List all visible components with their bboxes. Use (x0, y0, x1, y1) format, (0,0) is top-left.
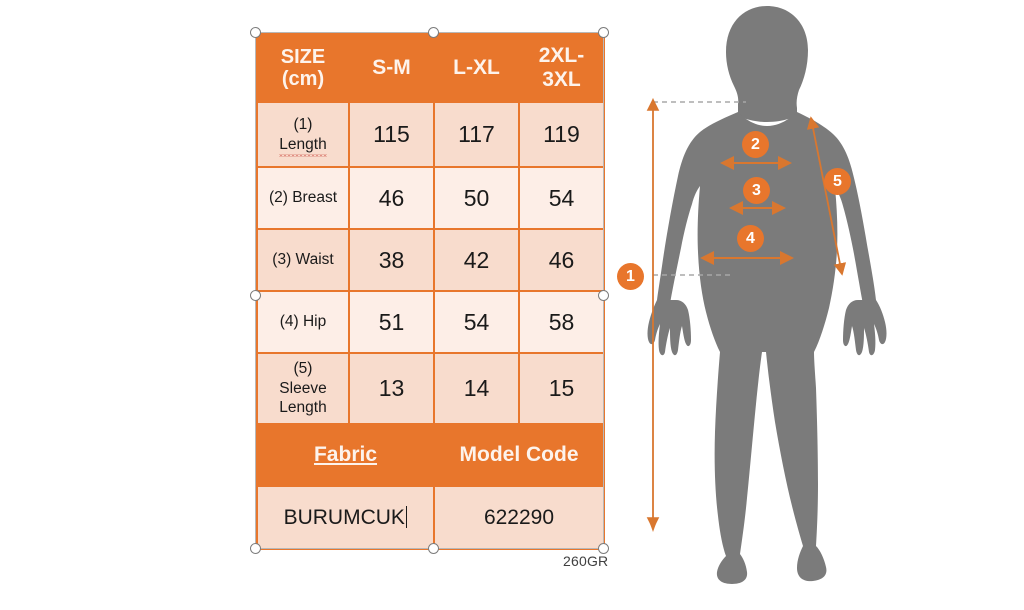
cell-hip-l-xl: 54 (433, 290, 520, 354)
selection-handle-middle-left[interactable] (250, 290, 261, 301)
header-cell-2xl-3xl: 2XL- 3XL (518, 33, 605, 103)
cell-hip-s-m: 51 (348, 290, 435, 354)
row5-label-line1: (5) (293, 360, 313, 378)
selection-handle-top-right[interactable] (598, 27, 609, 38)
row-label-waist: (3) Waist (256, 228, 350, 292)
cell-sleeve-2xl-3xl: 15 (518, 352, 605, 425)
row-label-length: (1) Length (256, 101, 350, 168)
header-cell-l-xl: L-XL (433, 33, 520, 103)
row-label-breast: (2) Breast (256, 166, 350, 230)
selection-handle-top-left[interactable] (250, 27, 261, 38)
arrow-sleeve-5 (806, 116, 847, 276)
footer-value-row[interactable]: BURUMCUK 622290 (256, 485, 605, 550)
fabric-weight-label: 260GR (563, 553, 609, 569)
table-header-row: SIZE (cm) S-M L-XL 2XL- 3XL (256, 33, 605, 103)
cell-waist-l-xl: 42 (433, 228, 520, 292)
cell-breast-l-xl: 50 (433, 166, 520, 230)
measurement-badge-1: 1 (617, 263, 644, 290)
cell-length-l-xl: 117 (433, 101, 520, 168)
cell-length-2xl-3xl: 119 (518, 101, 605, 168)
text-cursor (405, 505, 408, 528)
measurement-badge-4: 4 (737, 225, 764, 252)
size-chart-table-container[interactable]: SIZE (cm) S-M L-XL 2XL- 3XL (1) Length (256, 33, 605, 550)
footer-value-model-code[interactable]: 622290 (433, 485, 605, 550)
cell-breast-2xl-3xl: 54 (518, 166, 605, 230)
header-cell-size: SIZE (cm) (256, 33, 350, 103)
header-size-line2: (cm) (281, 68, 325, 90)
row1-label-line1: (1) (293, 116, 313, 134)
header-col4-line1: 2XL- (538, 44, 585, 68)
footer-model-code-label: Model Code (459, 443, 579, 466)
table-row[interactable]: (1) Length 115 117 119 (256, 101, 605, 168)
row5-label-line3: Length (279, 399, 327, 417)
cell-sleeve-s-m: 13 (348, 352, 435, 425)
footer-fabric-label: Fabric (313, 443, 378, 466)
table-row[interactable]: (5) Sleeve Length 13 14 15 (256, 352, 605, 425)
header-col3-label: L-XL (453, 56, 500, 80)
row1-label-line2: Length (279, 135, 328, 158)
row5-label-line2: Sleeve (279, 379, 327, 397)
footer-header-model-code: Model Code (433, 423, 605, 487)
cell-waist-2xl-3xl: 46 (518, 228, 605, 292)
header-col4-line2: 3XL (542, 68, 581, 91)
selection-handle-bottom-left[interactable] (250, 543, 261, 554)
fabric-value-text: BURUMCUK (283, 505, 405, 529)
cell-sleeve-l-xl: 14 (433, 352, 520, 425)
table-row[interactable]: (2) Breast 46 50 54 (256, 166, 605, 230)
selection-handle-top-center[interactable] (428, 27, 439, 38)
header-col2-label: S-M (372, 56, 411, 80)
table-row[interactable]: (4) Hip 51 54 58 (256, 290, 605, 354)
arrow-length-1-head-bottom (648, 518, 658, 532)
selection-handle-bottom-right[interactable] (598, 543, 609, 554)
row-label-sleeve-length: (5) Sleeve Length (256, 352, 350, 425)
measurement-badge-3: 3 (743, 177, 770, 204)
cell-breast-s-m: 46 (348, 166, 435, 230)
size-chart-table[interactable]: SIZE (cm) S-M L-XL 2XL- 3XL (1) Length (256, 33, 605, 550)
selection-handle-bottom-center[interactable] (428, 543, 439, 554)
table-row[interactable]: (3) Waist 38 42 46 (256, 228, 605, 292)
cell-length-s-m: 115 (348, 101, 435, 168)
footer-value-fabric[interactable]: BURUMCUK (256, 485, 435, 550)
header-size-line1: SIZE (280, 45, 326, 68)
cell-hip-2xl-3xl: 58 (518, 290, 605, 354)
measurement-figure: 1 2 3 4 5 (614, 0, 1024, 610)
row-label-hip: (4) Hip (256, 290, 350, 354)
arrow-length-1-head-top (648, 98, 658, 110)
footer-header-fabric: Fabric (256, 423, 435, 487)
selection-handle-middle-right[interactable] (598, 290, 609, 301)
measurement-badge-2: 2 (742, 131, 769, 158)
cell-waist-s-m: 38 (348, 228, 435, 292)
footer-header-row: Fabric Model Code (256, 423, 605, 487)
female-silhouette-icon (647, 6, 887, 584)
measurement-badge-5: 5 (824, 168, 851, 195)
header-cell-s-m: S-M (348, 33, 435, 103)
